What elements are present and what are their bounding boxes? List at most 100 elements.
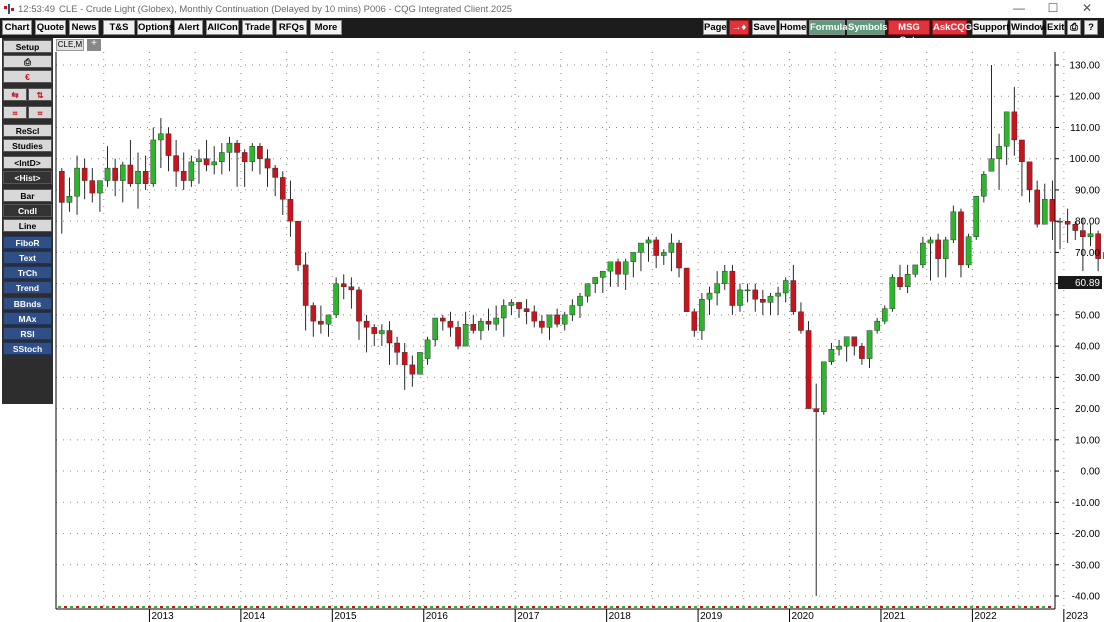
studies-button[interactable]: Studies xyxy=(3,139,52,152)
slow-stochastic-button[interactable]: SStoch xyxy=(3,342,52,355)
euro-icon[interactable]: € xyxy=(3,70,52,83)
vertical-arrows-icon[interactable]: ⇅ xyxy=(28,88,52,101)
print-small-icon[interactable]: ⎙ xyxy=(1067,20,1081,35)
window-button[interactable]: Window xyxy=(1010,20,1048,35)
menu-more-button[interactable]: More xyxy=(310,20,342,35)
axis-strip-mark xyxy=(550,606,553,608)
ask-cqg-button[interactable]: AskCQG xyxy=(932,20,973,35)
axis-strip-mark xyxy=(898,606,901,608)
historical-button[interactable]: <Hist> xyxy=(3,171,52,184)
axis-strip-mark xyxy=(886,606,889,608)
axis-strip-mark xyxy=(718,606,721,608)
maximize-icon[interactable]: ☐ xyxy=(1047,1,1059,15)
axis-strip-mark xyxy=(706,606,709,608)
axis-strip-mark xyxy=(226,606,229,608)
menu-alert-button[interactable]: Alert xyxy=(174,20,203,35)
fibonacci-button[interactable]: FiboR xyxy=(3,236,52,249)
axis-strip-mark xyxy=(88,606,91,608)
axis-strip-mark xyxy=(184,606,187,608)
candle-down xyxy=(485,320,492,325)
setup-button[interactable]: Setup xyxy=(3,40,52,53)
menu-quote-button[interactable]: Quote xyxy=(35,20,66,35)
help-icon[interactable]: ? xyxy=(1084,20,1098,35)
menu-trade-button[interactable]: Trade xyxy=(242,20,273,35)
axis-strip-mark xyxy=(652,606,655,608)
exit-button[interactable]: Exit xyxy=(1046,20,1065,35)
axis-strip-mark xyxy=(646,606,649,608)
axis-strip-mark xyxy=(796,606,799,608)
trend-channel-button[interactable]: TrCh xyxy=(3,266,52,279)
axis-strip-mark xyxy=(700,606,703,608)
axis-strip-mark xyxy=(1042,606,1045,608)
y-tick-label: 30.00 xyxy=(1075,373,1100,384)
axis-strip-mark xyxy=(730,606,733,608)
candle-up xyxy=(508,302,515,306)
candle-down xyxy=(302,264,309,306)
print-icon[interactable]: ⎙ xyxy=(3,55,52,68)
x-year-label: 2023 xyxy=(1066,611,1089,622)
candle-down xyxy=(59,170,65,203)
candle-up xyxy=(927,239,934,244)
candle-down xyxy=(798,311,804,331)
bar-chart-button[interactable]: Bar xyxy=(3,189,52,202)
menu-rfqs-button[interactable]: RFQs xyxy=(276,20,307,35)
menu-options-button[interactable]: Options xyxy=(137,20,174,35)
candle-down xyxy=(142,170,149,184)
menu-ts-button[interactable]: T&S xyxy=(103,20,135,35)
axis-strip-mark xyxy=(982,606,985,608)
candle-up xyxy=(104,167,111,181)
axis-strip-mark xyxy=(430,606,433,608)
save-button[interactable]: Save xyxy=(752,20,777,35)
close-icon[interactable]: ✕ xyxy=(1081,1,1093,15)
candle-up xyxy=(1041,199,1048,225)
title-bar: 12:53:49 CLE - Crude Light (Globex), Mon… xyxy=(0,0,1104,18)
candle-down xyxy=(516,302,522,309)
axis-strip-mark xyxy=(256,606,259,608)
axis-strip-mark xyxy=(538,606,541,608)
trend-line-button[interactable]: Trend xyxy=(3,281,52,294)
grid-icon-2[interactable]: ⌗ xyxy=(28,106,52,119)
page-button[interactable]: Page xyxy=(703,20,727,35)
axis-strip-mark xyxy=(190,606,193,608)
formula-button[interactable]: Formula xyxy=(809,20,848,35)
line-chart-button[interactable]: Line xyxy=(3,219,52,232)
axis-strip-mark xyxy=(880,606,883,608)
moving-average-button[interactable]: MAx xyxy=(3,312,52,325)
intraday-button[interactable]: <IntD> xyxy=(3,156,52,169)
bollinger-bands-button[interactable]: BBnds xyxy=(3,297,52,310)
candle-chart-button[interactable]: Cndl xyxy=(3,204,52,217)
axis-strip-mark xyxy=(268,606,271,608)
msg-center-button[interactable]: MSG Cntr xyxy=(888,20,930,46)
rsi-button[interactable]: RSI xyxy=(3,327,52,340)
support-button[interactable]: Support xyxy=(972,20,1010,35)
rescale-button[interactable]: ReScl xyxy=(3,124,52,137)
candle-up xyxy=(462,324,469,347)
candle-up xyxy=(699,299,705,331)
menu-news-button[interactable]: News xyxy=(69,20,99,35)
menu-allcon-button[interactable]: AllCon xyxy=(206,20,239,35)
home-button[interactable]: Home xyxy=(779,20,807,35)
candle-up xyxy=(706,292,713,300)
axis-strip-mark xyxy=(1030,606,1033,608)
symbols-button[interactable]: Symbols xyxy=(847,20,888,35)
link-arrow-button[interactable]: →♦ xyxy=(729,20,749,35)
grid-icon-1[interactable]: ⌗ xyxy=(3,106,27,119)
axis-strip-mark xyxy=(454,606,457,608)
text-tool-button[interactable]: Text xyxy=(3,251,52,264)
candle-up xyxy=(592,277,599,284)
candle-down xyxy=(295,220,301,266)
add-tab-icon[interactable]: + xyxy=(87,39,101,51)
chart-tab-cle[interactable]: CLE,M xyxy=(56,39,84,51)
axis-strip-mark xyxy=(220,606,223,608)
candle-up xyxy=(737,289,743,306)
axis-strip-mark xyxy=(76,606,79,608)
axis-strip-mark xyxy=(1036,606,1039,608)
axis-strip-mark xyxy=(94,606,97,608)
left-toolbar: Setup ⎙ € ⇆ ⇅ ⌗ ⌗ ReScl Studies <IntD> <… xyxy=(0,38,54,622)
candle-up xyxy=(942,239,949,259)
menu-chart-button[interactable]: Chart xyxy=(2,20,32,35)
horizontal-arrows-icon[interactable]: ⇆ xyxy=(3,88,27,101)
candle-down xyxy=(440,317,446,322)
price-chart[interactable]: 130.00 120.00 110.00 100.00 90.00 80.00 70.00 6… xyxy=(54,52,1104,622)
minimize-icon[interactable]: — xyxy=(1013,1,1025,15)
